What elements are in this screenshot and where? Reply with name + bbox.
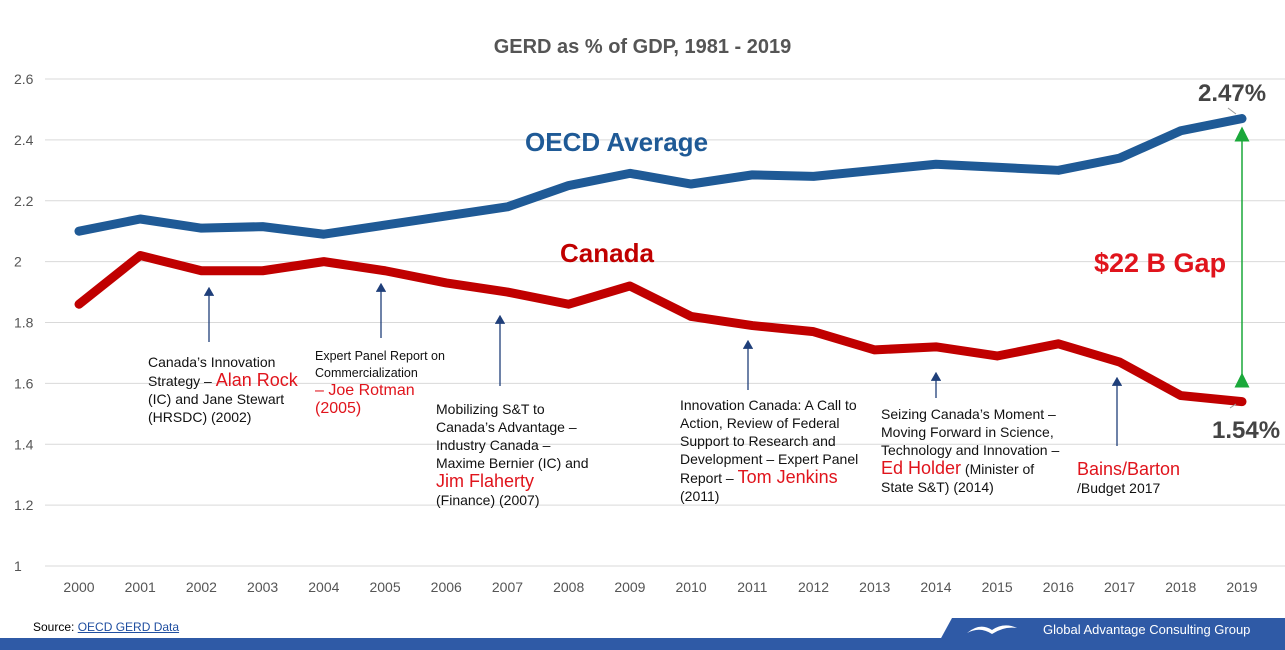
x-tick-label: 2008 [553, 579, 584, 595]
y-tick-label: 1.4 [14, 436, 34, 452]
canada-line [74, 251, 1247, 407]
seagull-logo-icon [967, 625, 1017, 634]
x-tick-label: 2006 [431, 579, 462, 595]
chart-title: GERD as % of GDP, 1981 - 2019 [493, 36, 792, 58]
x-tick-label: 2007 [492, 579, 523, 595]
oecd-end-label: 2.47% [1198, 80, 1267, 107]
leader-line [1227, 107, 1237, 115]
x-tick-label: 2010 [676, 579, 707, 595]
annotation-2014: Seizing Canada’s Moment – Moving Forward… [881, 406, 1060, 495]
leader-line [1229, 403, 1237, 409]
y-tick-label: 1.8 [14, 315, 34, 331]
y-tick-label: 1.6 [14, 375, 34, 391]
x-tick-label: 2017 [1104, 579, 1135, 595]
canada-series-label: Canada [560, 238, 654, 268]
x-tick-label: 2000 [63, 579, 94, 595]
oecd-series-label: OECD Average [525, 127, 709, 157]
source-note: Source: OECD GERD Data [33, 620, 180, 634]
x-tick-label: 2002 [186, 579, 217, 595]
y-tick-label: 1.2 [14, 497, 34, 513]
x-tick-label: 2018 [1165, 579, 1196, 595]
annotation-2002: Canada’s Innovation Strategy – Alan Rock… [148, 354, 298, 425]
annotation-2011: Innovation Canada: A Call to Action, Rev… [680, 397, 859, 504]
annotation-2007: Mobilizing S&T to Canada’s Advantage – I… [436, 401, 589, 508]
y-tick-label: 2 [14, 254, 22, 270]
x-tick-label: 2009 [614, 579, 645, 595]
x-tick-label: 2004 [308, 579, 339, 595]
y-tick-label: 2.4 [14, 132, 34, 148]
company-name: Global Advantage Consulting Group [1043, 622, 1251, 637]
y-tick-label: 2.2 [14, 193, 34, 209]
x-tick-label: 2005 [369, 579, 400, 595]
oecd-line [74, 114, 1247, 239]
source-link[interactable]: OECD GERD Data [77, 620, 180, 634]
x-tick-label: 2011 [737, 579, 767, 595]
x-tick-label: 2015 [982, 579, 1013, 595]
x-tick-label: 2003 [247, 579, 278, 595]
y-tick-label: 2.6 [14, 71, 34, 87]
annotation-2017: Bains/Barton/Budget 2017 [1077, 459, 1181, 496]
x-tick-label: 2012 [798, 579, 829, 595]
x-tick-label: 2001 [125, 579, 156, 595]
x-tick-label: 2019 [1226, 579, 1257, 595]
annotation-2005: Expert Panel Report on Commercialization… [315, 349, 445, 417]
y-tick-label: 1 [14, 558, 22, 574]
x-tick-label: 2014 [920, 579, 951, 595]
canada-end-label: 1.54% [1212, 417, 1281, 444]
company-tab: Global Advantage Consulting Group [940, 618, 1285, 640]
gap-label: $22 B Gap [1094, 248, 1227, 278]
x-tick-label: 2016 [1043, 579, 1074, 595]
x-tick-label: 2013 [859, 579, 890, 595]
footer-bar [0, 638, 1285, 650]
